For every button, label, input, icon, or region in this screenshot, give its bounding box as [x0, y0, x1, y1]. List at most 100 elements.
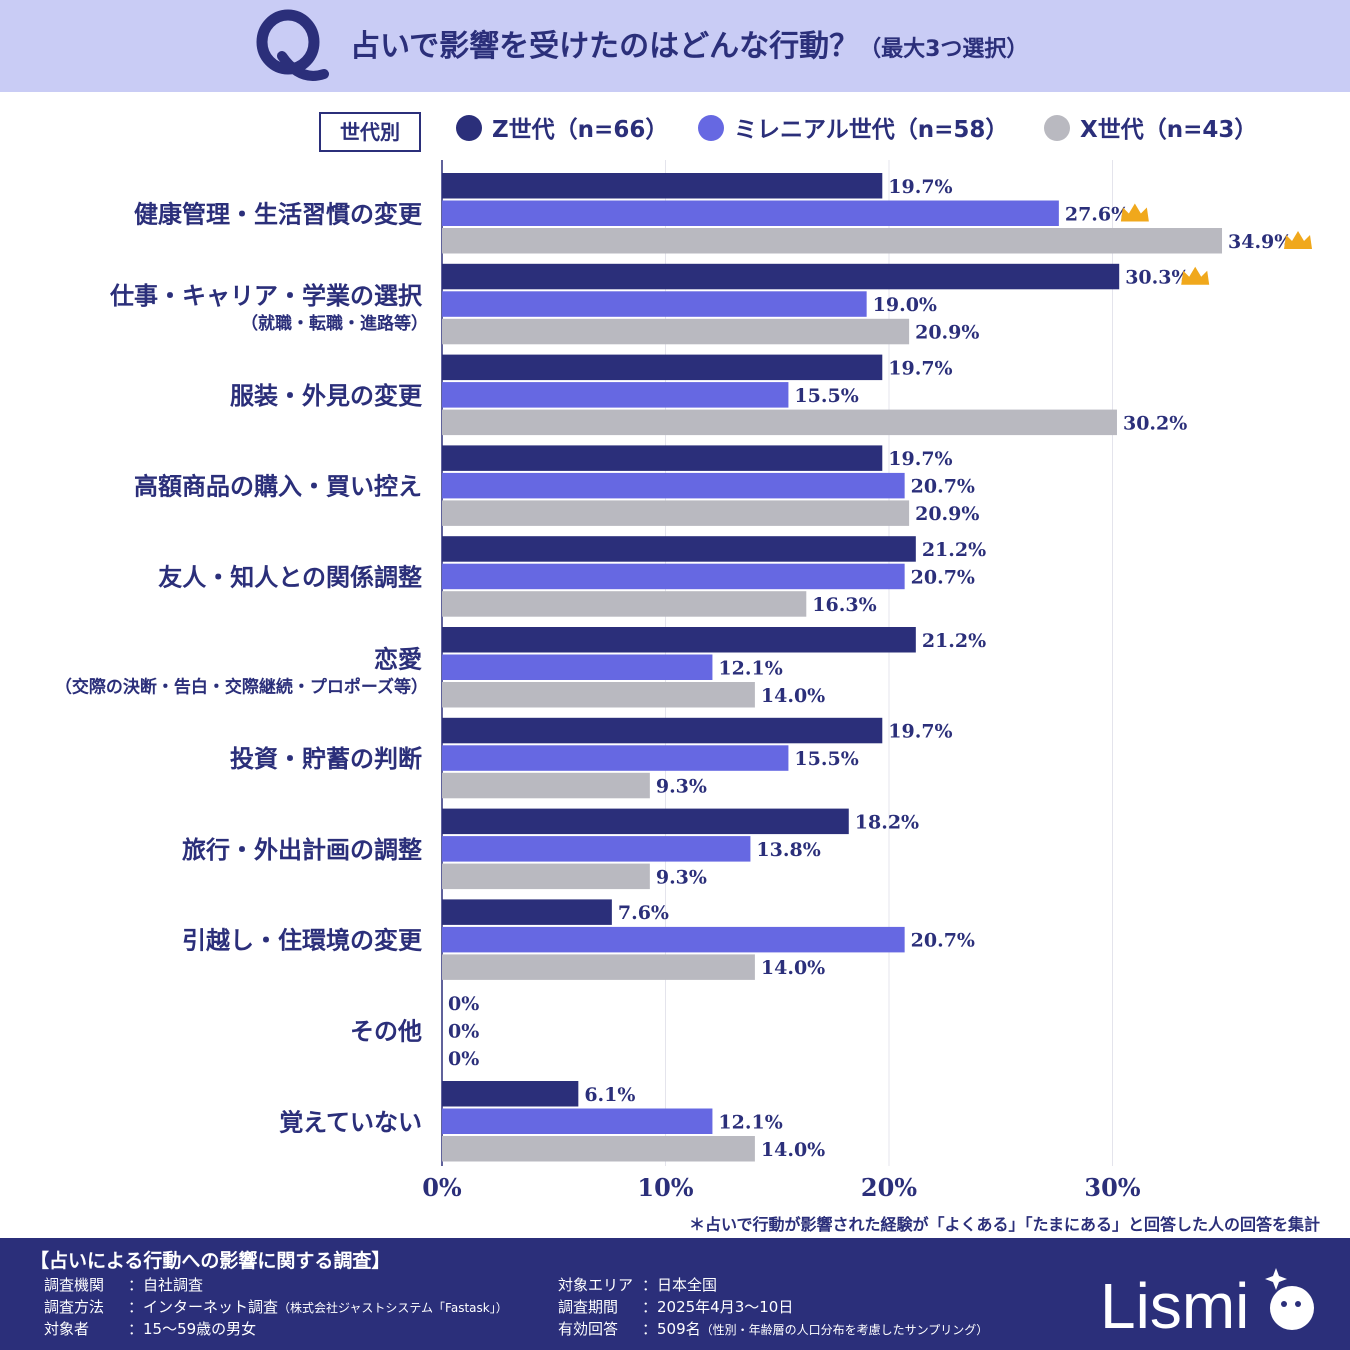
- x-tick-label-1: 10%: [637, 1173, 693, 1202]
- bar-s1-c3: [442, 472, 905, 499]
- value-label-s1-c4: 20.7%: [911, 566, 975, 588]
- bar-s1-c6: [442, 745, 789, 771]
- value-label-s2-c3: 20.9%: [915, 503, 979, 525]
- value-label-s1-c5: 12.1%: [718, 657, 782, 679]
- info-note: （株式会社ジャストシステム「Fastask」）: [278, 1301, 508, 1315]
- value-label-s1-c0: 27.6%: [1065, 203, 1129, 225]
- bar-s2-c4: [442, 591, 807, 617]
- value-label-s1-c8: 20.7%: [911, 930, 975, 952]
- logo-mascot-icon: [1270, 1286, 1314, 1330]
- x-tick-label-0: 0%: [422, 1173, 462, 1202]
- category-sublabel-1: （就職・転職・進路等）: [241, 313, 428, 334]
- info-row-area: 対象エリア ：日本全国: [558, 1274, 717, 1296]
- bar-s1-c4: [442, 563, 905, 590]
- bar-chart: 0% 10% 20% 30% 19.7% 27.6% 34.9% 健康管理・生活習慣の変更 30…: [55, 160, 1313, 1202]
- info-note: （性別・年齢層の人口分布を考慮したサンプリング）: [700, 1323, 989, 1337]
- bar-s0-c5: [442, 627, 916, 653]
- category-label-2: 服装・外見の変更: [230, 382, 423, 410]
- q-letter-icon: [256, 9, 329, 81]
- value-label-s2-c8: 14.0%: [761, 957, 825, 979]
- info-key: 対象エリア: [558, 1276, 634, 1294]
- bar-s1-c10: [442, 1108, 713, 1134]
- info-value: ：日本全国: [642, 1276, 718, 1294]
- value-label-s2-c6: 9.3%: [656, 776, 707, 798]
- value-label-s0-c4: 21.2%: [922, 539, 986, 561]
- title-main: 占いで影響を受けたのはどんな行動？: [350, 29, 860, 64]
- category-label-4: 友人・知人との関係調整: [158, 563, 422, 591]
- crown-icon-s0-c1: [1181, 266, 1210, 285]
- legend-label: X世代（n=43）: [1080, 117, 1258, 143]
- logo-text: Lismi: [1100, 1270, 1249, 1342]
- value-label-s0-c10: 6.1%: [584, 1084, 635, 1106]
- bar-s0-c3: [442, 445, 883, 471]
- info-key: 調査期間: [558, 1298, 619, 1316]
- bar-s2-c0: [442, 228, 1223, 254]
- bar-s2-c7: [442, 863, 650, 890]
- legend-item-gen-z: Z世代（n=66）: [456, 114, 668, 146]
- info-key: 調査方法: [44, 1298, 105, 1316]
- legend-label: ミレニアル世代（n=58）: [734, 117, 1009, 143]
- category-label-3: 高額商品の購入・買い控え: [134, 473, 422, 501]
- info-key: 有効回答: [558, 1320, 619, 1338]
- info-value: ：2025年4月3～10日: [642, 1298, 794, 1316]
- legend-dot-icon: [698, 115, 724, 141]
- value-label-s2-c0: 34.9%: [1228, 231, 1292, 253]
- survey-title: 【占いによる行動への影響に関する調査】: [30, 1250, 391, 1272]
- title-subtitle: （最大3つ選択）: [859, 37, 1029, 62]
- category-label-9: その他: [350, 1017, 422, 1045]
- legend-item-gen-x: X世代（n=43）: [1044, 114, 1257, 146]
- bar-s0-c4: [442, 536, 916, 562]
- bar-s2-c2: [442, 409, 1117, 436]
- legend-item-millennial: ミレニアル世代（n=58）: [698, 114, 1008, 146]
- bar-s0-c6: [442, 717, 883, 744]
- info-value: ：インターネット調査: [128, 1298, 279, 1316]
- crown-icon-s2-c0: [1284, 231, 1313, 249]
- value-label-s0-c2: 19.7%: [888, 357, 952, 379]
- value-label-s1-c3: 20.7%: [911, 476, 975, 498]
- bar-s2-c8: [442, 954, 755, 980]
- bar-s0-c2: [442, 354, 883, 381]
- info-value: ：15～59歳の男女: [128, 1320, 257, 1338]
- info-value: ：509名: [642, 1320, 701, 1338]
- value-label-s0-c0: 19.7%: [888, 176, 952, 198]
- bar-s1-c0: [442, 200, 1059, 226]
- bar-s0-c7: [442, 808, 849, 835]
- category-sublabel-5: （交際の決断・告白・交際継続・プロポーズ等）: [55, 676, 428, 697]
- info-value: ：自社調査: [128, 1276, 204, 1294]
- value-label-s0-c3: 19.7%: [888, 448, 952, 470]
- info-key: 調査機関: [44, 1276, 105, 1294]
- legend-label: Z世代（n=66）: [492, 117, 669, 143]
- value-label-s1-c2: 15.5%: [794, 385, 858, 407]
- category-label-7: 旅行・外出計画の調整: [182, 836, 422, 864]
- value-label-s0-c7: 18.2%: [855, 811, 919, 833]
- bar-s1-c1: [442, 291, 867, 317]
- value-label-s1-c9: 0%: [448, 1020, 479, 1042]
- legend-dot-icon: [456, 115, 482, 141]
- bar-s2-c5: [442, 682, 755, 708]
- bar-s0-c1: [442, 263, 1120, 290]
- value-label-s2-c4: 16.3%: [812, 594, 876, 616]
- x-tick-label-3: 30%: [1084, 1173, 1140, 1202]
- value-label-s1-c7: 13.8%: [756, 839, 820, 861]
- bar-s0-c10: [442, 1081, 579, 1107]
- value-label-s0-c9: 0%: [448, 993, 479, 1015]
- bar-s2-c1: [442, 318, 910, 345]
- crown-icon-s1-c0: [1120, 203, 1149, 222]
- x-tick-label-2: 20%: [861, 1173, 917, 1202]
- value-label-s1-c6: 15.5%: [794, 748, 858, 770]
- bar-s0-c0: [442, 173, 883, 199]
- sparkle-icon: [1265, 1268, 1287, 1290]
- bar-s2-c3: [442, 500, 910, 526]
- bar-s1-c5: [442, 654, 713, 680]
- lismi-logo: Lismi: [1100, 1268, 1314, 1342]
- value-label-s1-c10: 12.1%: [718, 1111, 782, 1133]
- value-label-s2-c7: 9.3%: [656, 866, 707, 888]
- legend-dot-icon: [1044, 115, 1070, 141]
- value-label-s0-c6: 19.7%: [888, 721, 952, 743]
- bar-s1-c2: [442, 382, 789, 408]
- category-label-10: 覚えていない: [279, 1108, 422, 1136]
- category-label-6: 投資・貯蓄の判断: [230, 745, 422, 773]
- info-row-target: 対象者 ：15～59歳の男女: [44, 1318, 256, 1340]
- category-label-0: 健康管理・生活習慣の変更: [134, 200, 423, 228]
- footer-panel: 【占いによる行動への影響に関する調査】 調査機関 ：自社調査 調査方法 ：インターネ…: [0, 1238, 1350, 1350]
